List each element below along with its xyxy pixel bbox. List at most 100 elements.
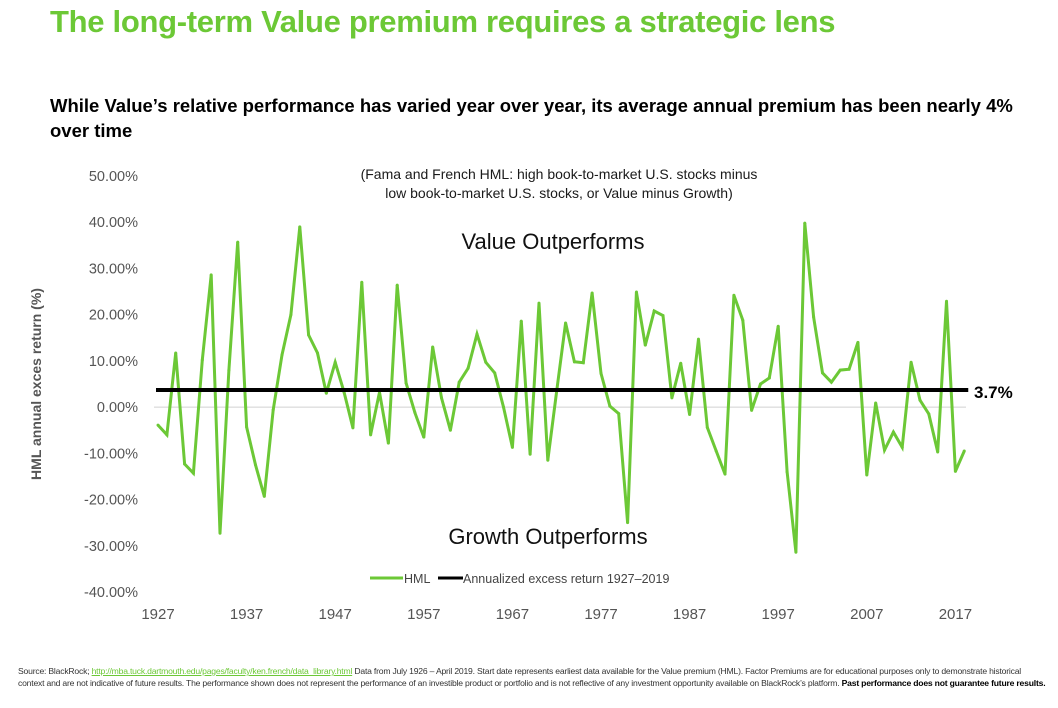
hml-point-1989	[705, 425, 709, 429]
x-tick-label: 1997	[762, 606, 795, 623]
hml-point-1956	[413, 411, 417, 415]
x-tick-label: 1927	[141, 606, 174, 623]
hml-point-1981	[634, 290, 638, 294]
hml-point-1993	[741, 318, 745, 322]
source-link[interactable]: http://mba.tuck.dartmouth.edu/pages/facu…	[91, 666, 353, 676]
x-tick-label: 1937	[230, 606, 263, 623]
hml-point-1990	[714, 449, 718, 453]
hml-point-1969	[528, 452, 532, 456]
hml-point-1932	[200, 358, 204, 362]
y-tick-label: -40.00%	[84, 585, 138, 601]
y-tick-label: -10.00%	[84, 446, 138, 462]
hml-point-1983	[652, 309, 656, 313]
hml-point-1958	[431, 345, 435, 349]
hml-point-1942	[289, 313, 293, 317]
x-axis-ticks: 1927 1937 1947 1957 1967 1977 1987 1997 2007 2017	[141, 606, 972, 623]
hml-point-1940	[271, 408, 275, 412]
hml-point-2011	[900, 445, 904, 449]
hml-point-1927	[156, 423, 160, 427]
legend-label-average: Annualized excess return 1927–2019	[463, 572, 669, 586]
hml-point-1955	[404, 381, 408, 385]
hml-point-1977	[599, 371, 603, 375]
hml-point-1964	[484, 360, 488, 364]
value-outperforms-annotation: Value Outperforms	[461, 229, 644, 254]
hml-point-2008	[874, 401, 878, 405]
hml-point-1930	[183, 462, 187, 466]
hml-point-1950	[360, 280, 364, 284]
hml-point-1992	[732, 293, 736, 297]
hml-point-1935	[227, 368, 231, 372]
y-tick-label: 0.00%	[97, 400, 138, 416]
hml-point-1975	[581, 361, 585, 365]
hml-line-chart: 50.00% 40.00% 30.00% 20.00% 10.00% 0.00% -10.0…	[28, 169, 1013, 623]
hml-point-2017	[953, 469, 957, 473]
hml-point-1973	[564, 321, 568, 325]
x-tick-label: 1987	[673, 606, 706, 623]
y-tick-label: 40.00%	[89, 215, 138, 231]
y-tick-label: -20.00%	[84, 493, 138, 509]
hml-point-2018	[962, 449, 966, 453]
hml-point-2001	[812, 315, 816, 319]
hml-point-1982	[643, 343, 647, 347]
hml-point-1959	[440, 396, 444, 400]
x-tick-label: 1967	[496, 606, 529, 623]
average-return-label: 3.7%	[974, 383, 1013, 402]
hml-point-1997	[776, 324, 780, 328]
y-tick-label: 20.00%	[89, 308, 138, 324]
hml-point-2015	[936, 450, 940, 454]
growth-outperforms-annotation: Growth Outperforms	[448, 524, 647, 549]
hml-point-1966	[502, 405, 506, 409]
hml-point-1974	[572, 360, 576, 364]
legend: HML Annualized excess return 1927–2019	[370, 572, 669, 586]
hml-point-1949	[351, 426, 355, 430]
source-prefix: Source: BlackRock;	[18, 666, 92, 676]
hml-point-1965	[493, 371, 497, 375]
disclaimer-text: Data from July 1926 – April 2019. Start …	[18, 666, 1021, 688]
hml-point-1937	[245, 425, 249, 429]
hml-point-1951	[369, 433, 373, 437]
y-axis-label: HML annual exces return (%)	[28, 288, 44, 480]
hml-point-1953	[386, 441, 390, 445]
hml-point-2007	[865, 473, 869, 477]
hml-point-1941	[280, 353, 284, 357]
hml-point-1946	[324, 391, 328, 395]
hml-point-2003	[829, 380, 833, 384]
y-tick-label: 30.00%	[89, 261, 138, 277]
y-tick-label: 10.00%	[89, 354, 138, 370]
hml-point-1976	[590, 291, 594, 295]
hml-point-2016	[945, 299, 949, 303]
hml-point-1985	[670, 396, 674, 400]
hml-point-2006	[856, 340, 860, 344]
hml-point-2010	[891, 430, 895, 434]
x-tick-label: 1947	[319, 606, 352, 623]
hml-point-2005	[847, 367, 851, 371]
hml-point-1961	[457, 380, 461, 384]
page-subtitle: While Value’s relative performance has v…	[50, 95, 1013, 141]
hml-point-1986	[679, 361, 683, 365]
hml-point-1954	[395, 283, 399, 287]
series-group	[156, 221, 969, 554]
x-tick-label: 2007	[850, 606, 883, 623]
y-tick-label: 50.00%	[89, 169, 138, 185]
hml-point-1984	[661, 314, 665, 318]
hml-point-1978	[608, 404, 612, 408]
chart-note-line-1: (Fama and French HML: high book-to-marke…	[360, 166, 758, 182]
source-footnote: Source: BlackRock; http://mba.tuck.dartm…	[18, 665, 1048, 689]
hml-point-1980	[626, 521, 630, 525]
legend-label-hml: HML	[404, 572, 430, 586]
hml-point-2009	[883, 448, 887, 452]
hml-point-1968	[519, 319, 523, 323]
hml-point-1947	[333, 360, 337, 364]
hml-point-1943	[298, 225, 302, 229]
past-performance-warning: Past performance does not guarantee futu…	[841, 678, 1046, 688]
y-tick-label: -30.00%	[84, 539, 138, 555]
hml-point-1928	[165, 433, 169, 437]
hml-point-1998	[785, 470, 789, 474]
hml-point-1963	[475, 332, 479, 336]
hml-point-1970	[537, 301, 541, 305]
hml-point-1971	[546, 458, 550, 462]
hml-point-1945	[315, 351, 319, 355]
x-tick-label: 1957	[407, 606, 440, 623]
hml-point-1934	[218, 531, 222, 535]
hml-point-2004	[838, 368, 842, 372]
